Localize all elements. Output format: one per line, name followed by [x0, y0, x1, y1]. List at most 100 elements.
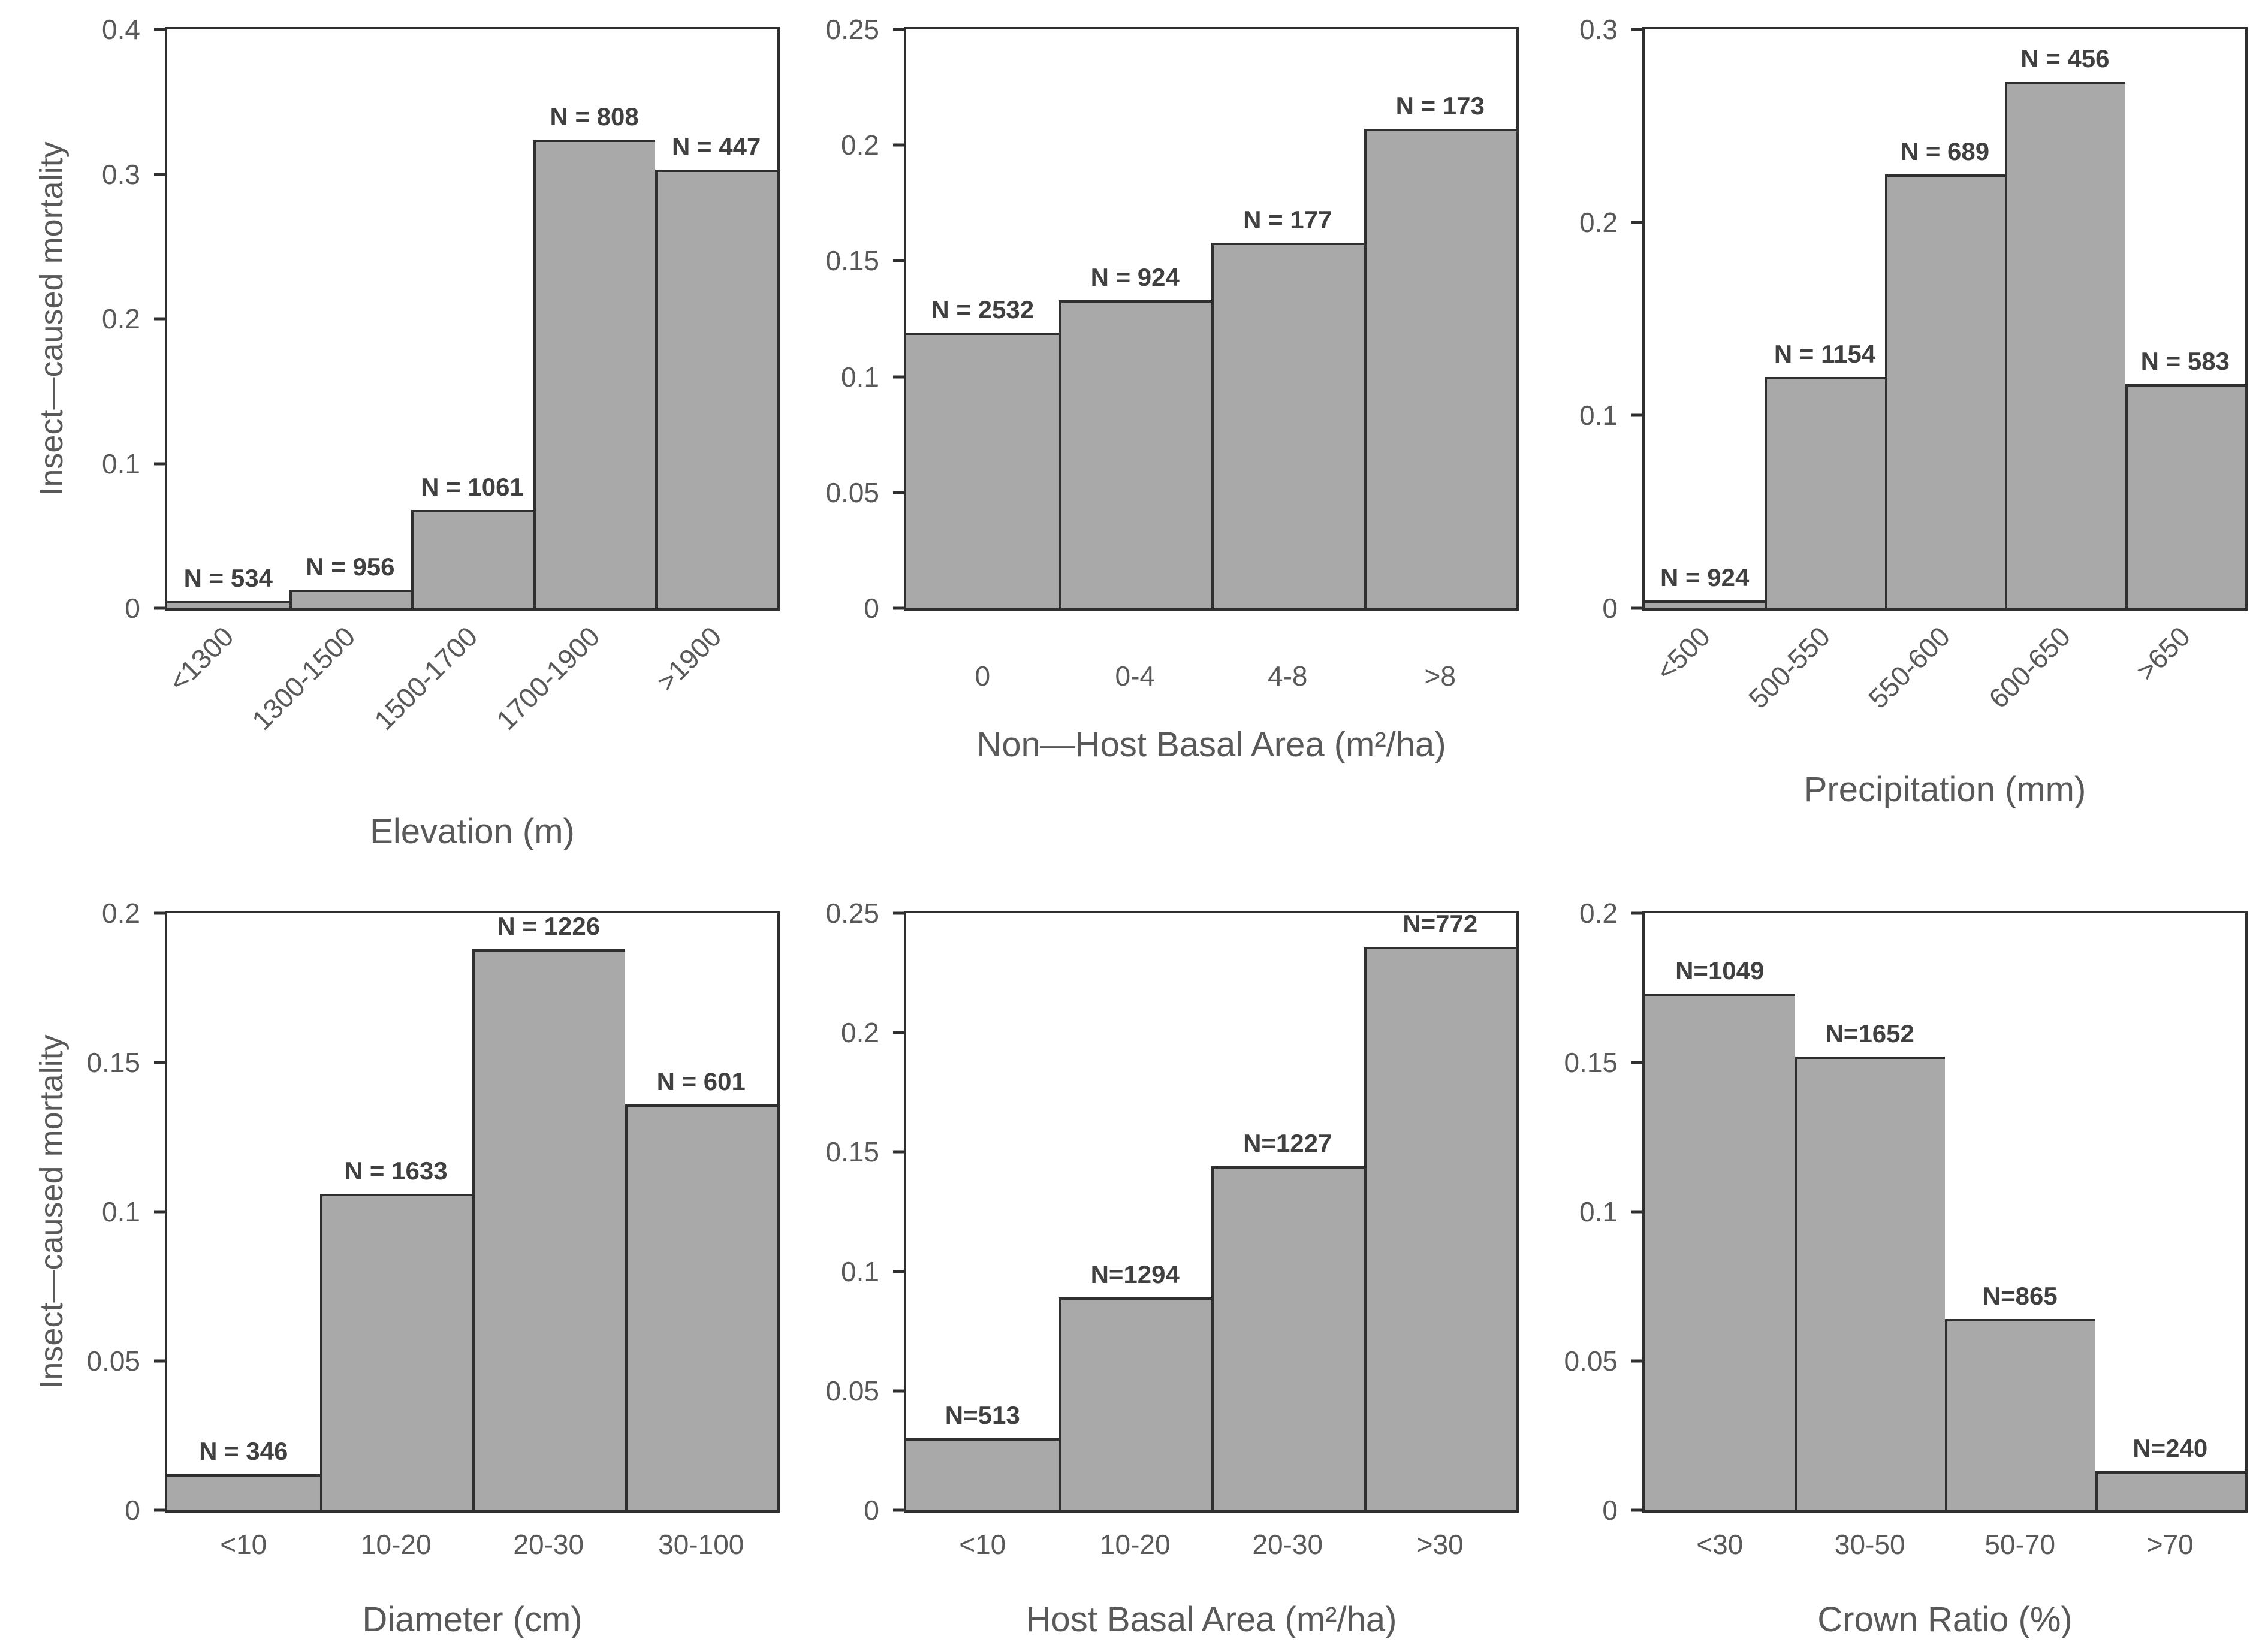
bar — [1364, 129, 1516, 608]
y-tick-label: 0.2 — [841, 1017, 879, 1049]
bar — [167, 1474, 320, 1510]
bars-layer — [906, 29, 1516, 608]
y-tick-mark — [893, 1508, 905, 1512]
bars-layer — [167, 29, 777, 608]
y-tick-label: 0.2 — [1579, 898, 1618, 929]
x-axis-title: Precipitation (mm) — [1803, 770, 2086, 809]
y-tick-mark — [154, 606, 166, 610]
y-tick-mark — [1631, 606, 1643, 610]
y-tick-mark — [893, 606, 905, 610]
y-tick-label: 0.2 — [1579, 207, 1618, 239]
bar-n-label: N = 447 — [672, 132, 761, 161]
y-tick-mark — [893, 375, 905, 379]
y-tick-label: 0.05 — [825, 1375, 879, 1406]
y-tick-mark — [893, 1150, 905, 1154]
x-tick-label: 0 — [975, 660, 991, 692]
x-axis-title: Host Basal Area (m²/ha) — [1026, 1600, 1397, 1639]
y-tick-mark — [1631, 28, 1643, 31]
y-tick-mark — [1631, 911, 1643, 915]
y-tick-mark — [893, 911, 905, 915]
y-tick-mark — [154, 462, 166, 465]
y-tick-label: 0 — [125, 1495, 140, 1526]
y-tick-mark — [154, 317, 166, 321]
plot-area: 0 0.1 0.2 0.3 0.4 N = 534 N = 956 N = 1061 N = 8… — [34, 16, 780, 851]
y-tick-mark — [1631, 1508, 1643, 1512]
x-tick-label: 1700-1900 — [490, 620, 605, 736]
y-tick-label: 0.2 — [841, 129, 879, 161]
bar — [1211, 1166, 1364, 1510]
x-tick-label: <30 — [1696, 1529, 1744, 1560]
y-tick-label: 0.15 — [825, 245, 879, 277]
y-tick-mark — [154, 1210, 166, 1214]
plot-area: 0 0.05 0.1 0.15 0.2 0.25 N=513 N=1294 N=1227 N=77… — [825, 900, 1519, 1639]
bar — [472, 949, 625, 1510]
x-tick-label: <1300 — [162, 620, 240, 698]
x-tick-label: >30 — [1416, 1529, 1464, 1560]
y-tick-mark — [1631, 1359, 1643, 1363]
bar — [411, 509, 533, 608]
y-tick-label: 0.15 — [1564, 1047, 1618, 1078]
y-tick-mark — [154, 1508, 166, 1512]
x-tick-label: 20-30 — [513, 1529, 584, 1560]
chart-diameter: 0 0.05 0.1 0.15 0.2 N = 346 N = 1633 N = 1226 N … — [0, 839, 780, 1645]
x-tick-label: <10 — [959, 1529, 1006, 1560]
y-tick-label: 0.3 — [1579, 14, 1618, 45]
x-tick-label: 1500-1700 — [368, 620, 484, 736]
y-tick-label: 0 — [864, 1495, 879, 1526]
y-tick-label: 0.2 — [102, 303, 140, 334]
x-tick-label: 0-4 — [1115, 660, 1155, 692]
bar — [2125, 384, 2245, 608]
x-tick-label: >650 — [2130, 620, 2197, 687]
y-tick-label: 0.15 — [825, 1136, 879, 1168]
bar — [289, 589, 412, 608]
bar — [1945, 1319, 2095, 1510]
bar — [1765, 376, 1885, 608]
y-tick-mark — [154, 1061, 166, 1064]
y-tick-mark — [1631, 1061, 1643, 1064]
y-tick-label: 0.2 — [102, 898, 140, 929]
chart-non-host-basal-area: 0 0.05 0.1 0.15 0.2 0.25 N = 2532 N = 924 N = 17… — [756, 0, 1519, 839]
x-tick-label: 1300-1500 — [246, 620, 361, 736]
bars-layer — [1645, 913, 2245, 1510]
y-tick-label: 0 — [1602, 1495, 1618, 1526]
x-tick-label: 550-600 — [1862, 620, 1956, 714]
y-tick-mark — [154, 911, 166, 915]
x-tick-label: >8 — [1424, 660, 1456, 692]
x-tick-label: >70 — [2146, 1529, 2194, 1560]
bar-n-label: N=513 — [945, 1401, 1020, 1430]
y-axis-title: Insect—caused mortality — [34, 141, 70, 496]
y-tick-label: 0 — [864, 593, 879, 624]
bar — [1058, 300, 1211, 608]
y-tick-label: 0.4 — [102, 14, 140, 45]
bar-n-label: N = 1154 — [1774, 339, 1876, 368]
bar — [167, 600, 289, 608]
bar-n-label: N=772 — [1403, 909, 1478, 938]
bar — [533, 139, 656, 608]
plot-area: 0 0.05 0.1 0.15 0.2 N=1049 N=1652 N=865 N=240 <30… — [1564, 900, 2248, 1639]
x-axis-title: Diameter (cm) — [362, 1600, 583, 1639]
bar-n-label: N = 924 — [1660, 563, 1750, 592]
y-tick-label: 0.25 — [825, 898, 879, 929]
bar — [906, 1438, 1059, 1510]
bar — [2095, 1471, 2245, 1510]
x-tick-label: 30-100 — [658, 1529, 744, 1560]
x-axis-title: Non—Host Basal Area (m²/ha) — [976, 725, 1446, 764]
bar-n-label: N = 689 — [1900, 137, 1990, 165]
bar — [906, 333, 1059, 608]
bar — [2005, 81, 2125, 608]
bar-n-label: N=1652 — [1825, 1019, 1914, 1048]
bars-layer — [1645, 29, 2245, 608]
y-tick-mark — [893, 1270, 905, 1273]
chart-crown-ratio: 0 0.05 0.1 0.15 0.2 N=1049 N=1652 N=865 N=240 <30… — [1512, 839, 2268, 1645]
y-tick-mark — [893, 1031, 905, 1034]
y-tick-mark — [154, 28, 166, 31]
x-axis-title: Elevation (m) — [370, 812, 575, 851]
y-tick-label: 0.15 — [86, 1047, 140, 1078]
y-tick-label: 0.05 — [1564, 1345, 1618, 1377]
bar-n-label: N = 534 — [183, 563, 273, 592]
y-tick-mark — [154, 1359, 166, 1363]
x-tick-label: <500 — [1649, 620, 1716, 687]
y-axis-title: Insect—caused mortality — [34, 1034, 70, 1389]
y-tick-mark — [154, 173, 166, 176]
bar-n-label: N = 1633 — [344, 1157, 448, 1185]
